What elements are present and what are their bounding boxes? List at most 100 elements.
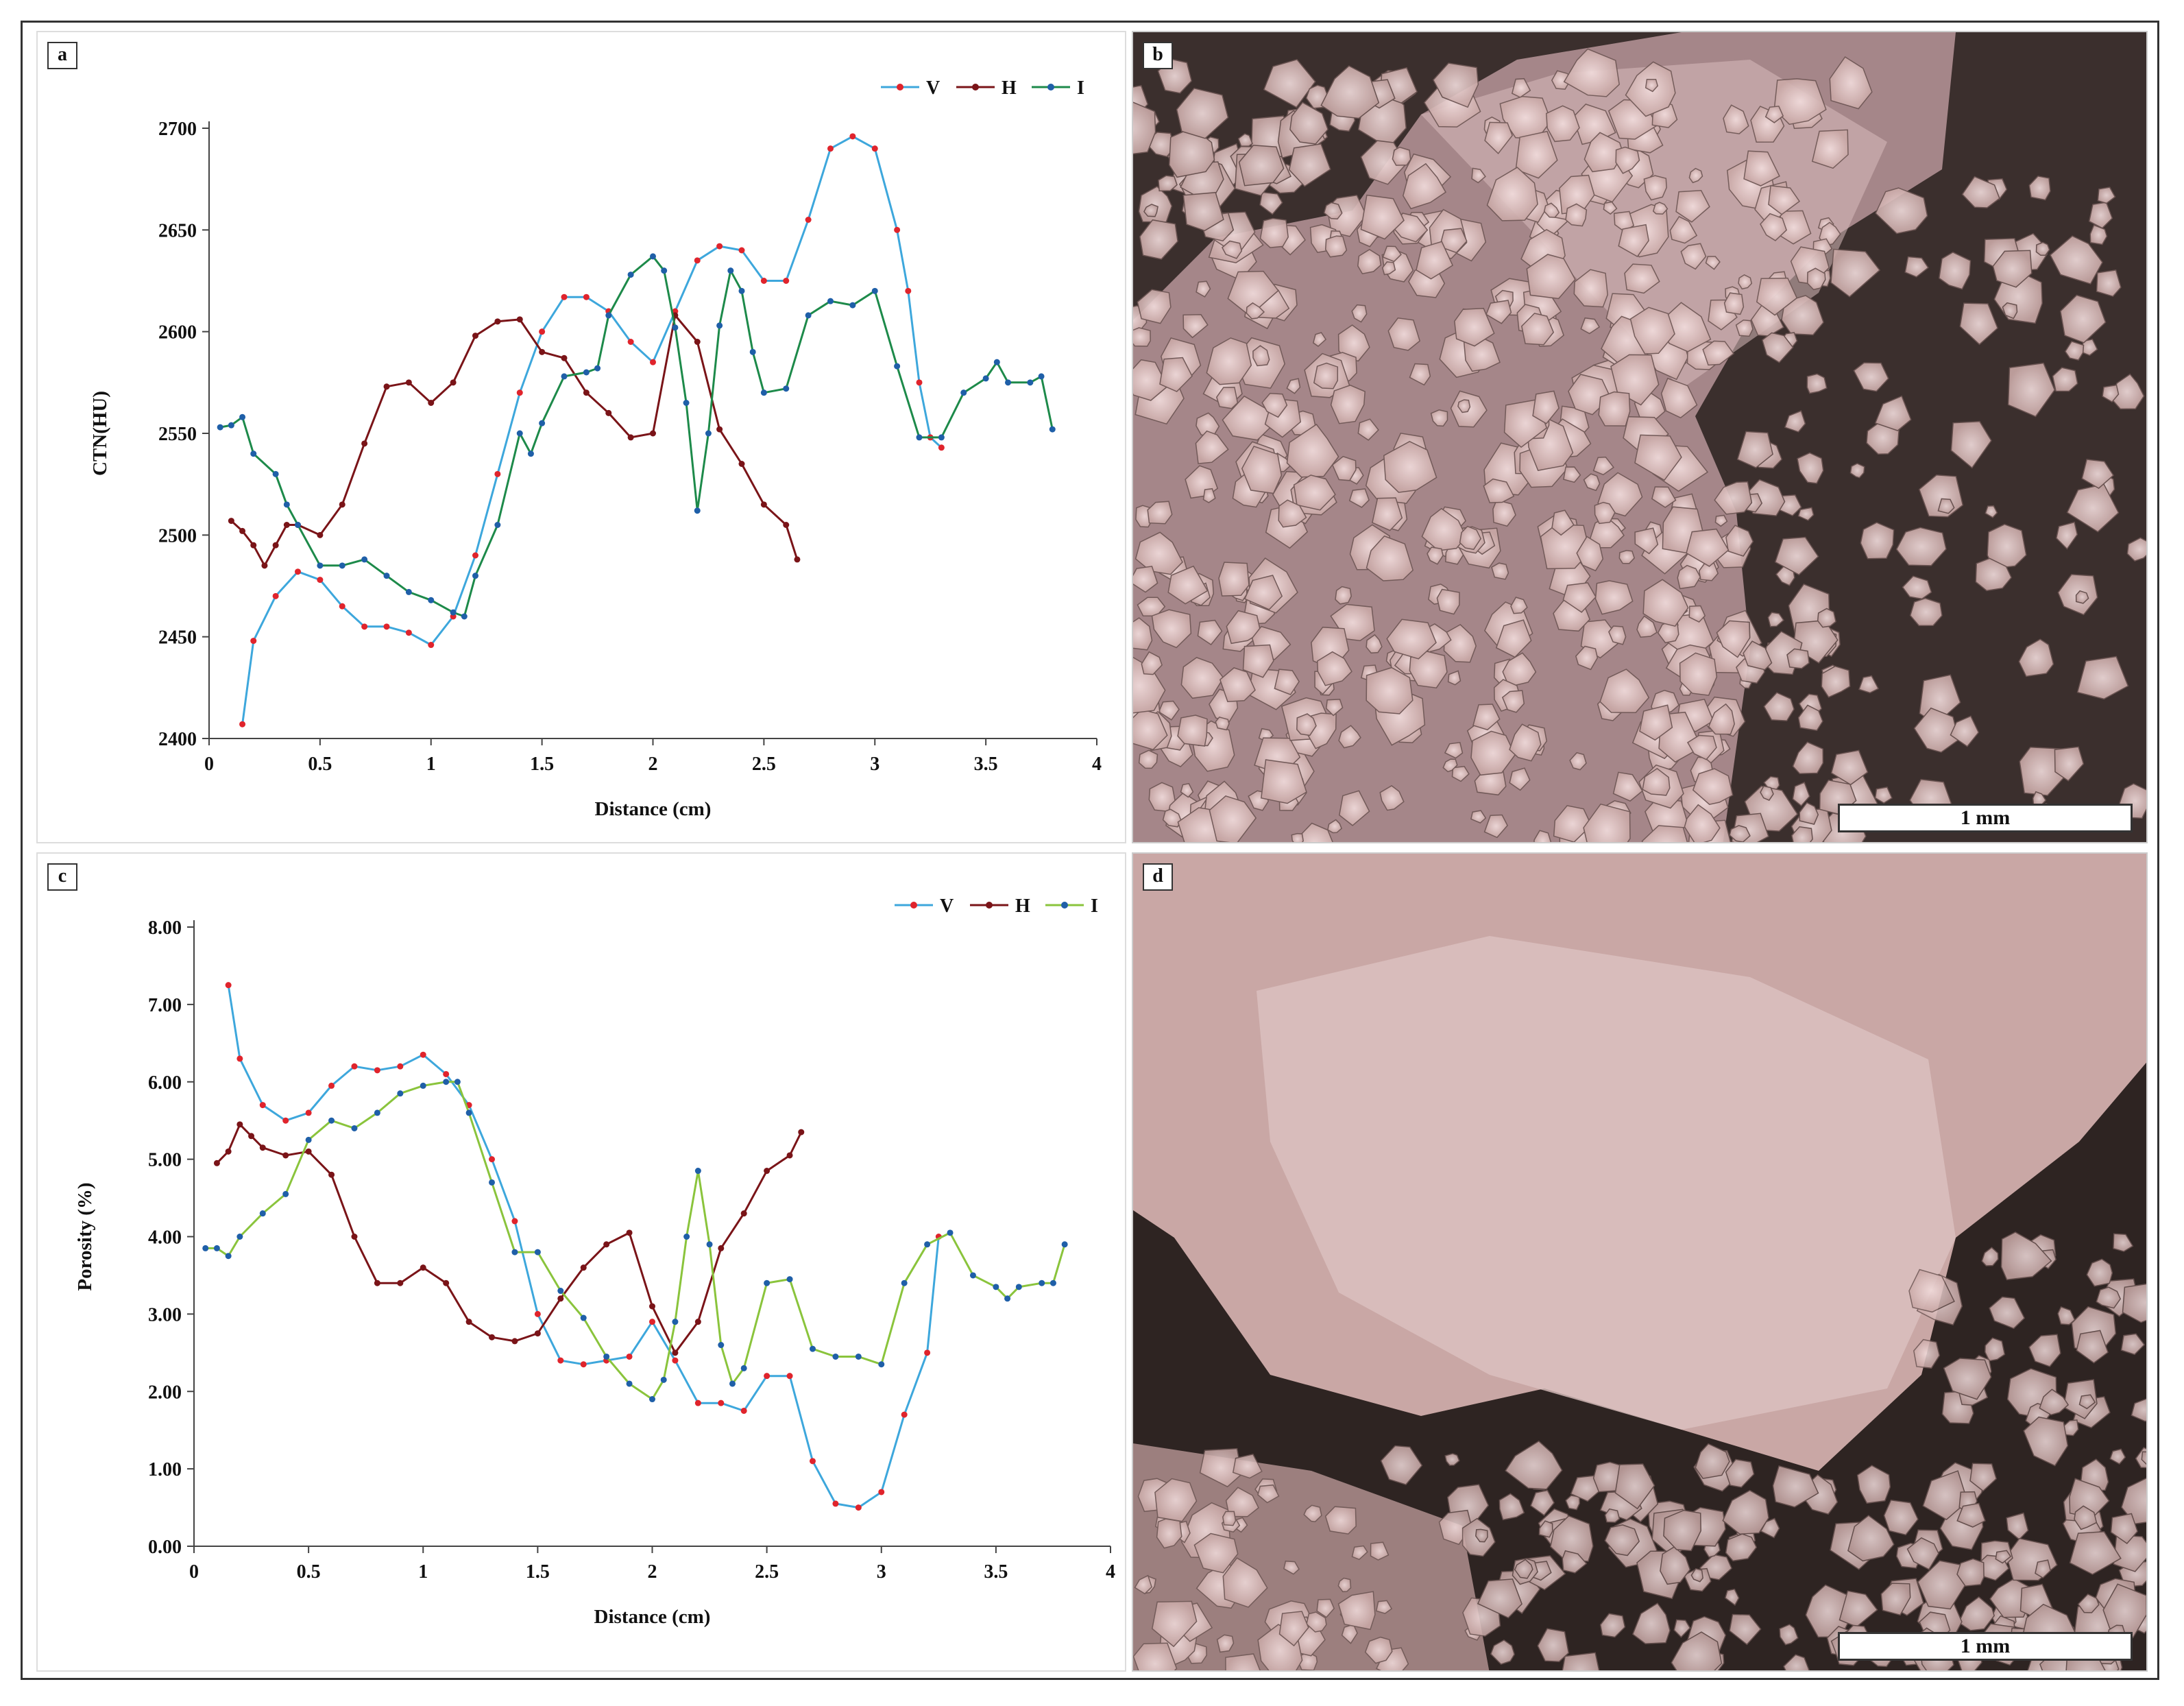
crystal-grain	[1316, 651, 1352, 686]
legend-marker-i	[1047, 84, 1054, 91]
data-point-i	[228, 422, 234, 429]
data-point-h	[472, 333, 478, 339]
data-point-v	[317, 577, 324, 584]
crystal-grain	[1729, 825, 1751, 842]
crystal-grain	[1263, 58, 1316, 108]
data-point-v	[351, 1063, 358, 1070]
data-point-i	[516, 430, 523, 437]
data-point-v	[626, 1353, 633, 1360]
crystal-grain	[1922, 1470, 1969, 1521]
crystal-grain	[1195, 430, 1229, 464]
data-point-h	[465, 1319, 472, 1325]
crystal-grain	[2089, 224, 2108, 245]
crystal-grain	[1583, 803, 1631, 842]
crystal-grain	[1472, 704, 1501, 731]
data-point-h	[450, 379, 457, 386]
crystal-grain	[1761, 332, 1794, 363]
crystal-grain	[1357, 249, 1382, 275]
crystal-grain	[1133, 101, 1156, 155]
data-point-v	[583, 293, 590, 300]
crystal-grain	[1283, 1560, 1300, 1575]
crystal-grain	[1679, 652, 1718, 696]
crystal-grain	[1196, 280, 1211, 298]
crystal-grain	[1351, 304, 1368, 323]
crystal-grain	[2066, 483, 2120, 533]
data-point-i	[351, 1125, 358, 1131]
y-tick-label: 6.00	[148, 1072, 182, 1094]
crystal-grain	[1330, 384, 1366, 424]
data-point-i	[527, 450, 534, 457]
data-point-v	[494, 470, 501, 477]
crystal-grain	[1702, 340, 1735, 366]
x-tick-label: 2.5	[752, 754, 776, 775]
data-point-i	[225, 1253, 232, 1260]
data-point-i	[1027, 379, 1034, 386]
data-point-i	[1039, 1280, 1045, 1286]
crystal-grain	[1357, 418, 1379, 441]
data-point-i	[786, 1276, 793, 1283]
crystal-grain	[1636, 615, 1658, 638]
data-point-i	[855, 1353, 862, 1360]
crystal-grain	[1906, 1537, 1939, 1570]
crystal-grain	[1432, 62, 1479, 108]
data-point-h	[672, 1349, 679, 1356]
crystal-grain	[1375, 1600, 1393, 1614]
crystal-grain	[1543, 202, 1560, 218]
data-point-v	[809, 1458, 816, 1465]
crystal-grain	[1680, 243, 1707, 270]
crystal-grain	[1760, 213, 1787, 241]
data-point-v	[849, 133, 856, 140]
data-point-i	[805, 312, 812, 319]
legend-marker-h	[986, 902, 993, 909]
crystal-grain	[1874, 395, 1912, 431]
crystal-grain	[1289, 101, 1328, 145]
x-axis-title: Distance (cm)	[595, 798, 712, 820]
crystal-grain	[1409, 651, 1448, 689]
data-point-h	[272, 542, 279, 549]
crystal-grain	[2076, 1330, 2109, 1364]
data-point-h	[383, 383, 390, 390]
crystal-grain	[1293, 822, 1333, 842]
crystal-grain	[1599, 669, 1650, 713]
crystal-grain	[1799, 802, 1819, 825]
data-point-i	[832, 1353, 839, 1360]
crystal-grain	[1486, 167, 1538, 221]
data-point-i	[760, 389, 767, 396]
crystal-grain	[1735, 320, 1754, 337]
crystal-grain	[1763, 692, 1795, 721]
crystal-grain	[1791, 826, 1813, 842]
crystal-grain	[2102, 1583, 2146, 1639]
crystal-grain	[1387, 317, 1421, 351]
crystal-grain	[1671, 1631, 1723, 1670]
crystal-grain	[1138, 749, 1158, 769]
crystal-grain	[1546, 105, 1580, 143]
crystal-grain	[1133, 566, 1158, 593]
crystal-grain	[1849, 463, 1865, 479]
crystal-grain	[1688, 605, 1706, 623]
crystal-grain	[1874, 786, 1893, 804]
crystal-grain	[1237, 133, 1253, 147]
crystal-grain	[1975, 557, 2012, 592]
crystal-grain	[1338, 725, 1361, 749]
crystal-grain	[1133, 617, 1153, 651]
data-point-h	[317, 531, 324, 538]
crystal-grain	[2077, 1593, 2100, 1613]
data-point-v	[832, 1500, 839, 1507]
crystal-grain	[2078, 1394, 2096, 1410]
legend-marker-v	[897, 84, 903, 91]
crystal-grain	[1725, 1458, 1755, 1488]
data-point-i	[217, 424, 223, 431]
data-point-h	[225, 1148, 232, 1155]
crystal-grain	[1563, 466, 1581, 483]
data-point-i	[1049, 1280, 1056, 1286]
crystal-grain	[1366, 634, 1383, 654]
crystal-grain	[1477, 1578, 1522, 1619]
data-point-v	[339, 603, 345, 610]
crystal-grain	[1756, 277, 1798, 316]
crystal-grain	[1246, 302, 1265, 320]
crystal-grain	[1714, 514, 1728, 527]
crystal-grain	[1514, 1559, 1533, 1579]
data-point-i	[1061, 1241, 1068, 1248]
crystal-grain	[1427, 546, 1444, 565]
data-point-i	[683, 1234, 690, 1240]
